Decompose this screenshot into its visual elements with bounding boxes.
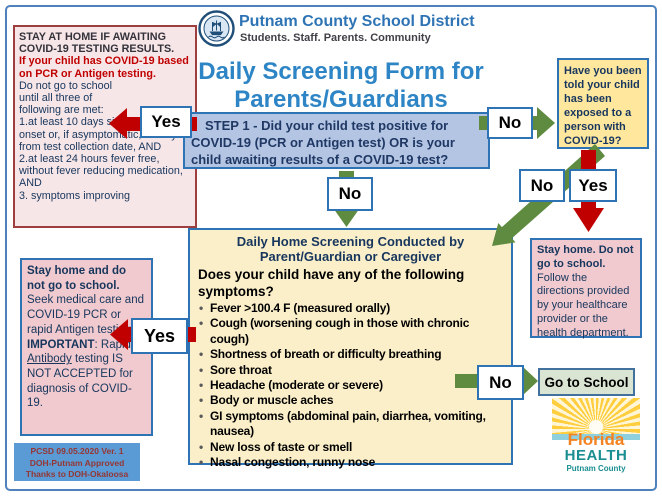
follow-body: Follow the directions provided by your h… (537, 271, 630, 339)
seek-antibody-underlined: Antibody (27, 353, 72, 366)
label-no-step1-down: No (327, 177, 373, 211)
seek-important-label: IMPORTANT (27, 338, 95, 351)
label-yes-exposure: Yes (569, 169, 617, 202)
version-box: PCSD 09.05.2020 Ver. 1 DOH-Putnam Approv… (14, 443, 140, 481)
seek-body: Seek medical care and COVID-19 PCR or ra… (27, 294, 144, 336)
stay-home-follow-directions-box: Stay home. Do not go to school. Follow t… (530, 238, 642, 339)
awaiting-criterion-2: 2.at least 24 hours fever free, without … (19, 153, 183, 190)
label-no-exposure: No (519, 169, 565, 202)
seek-important-pre: : Rapid (94, 338, 131, 351)
awaiting-criterion-3: 3. symptoms improving (19, 189, 131, 202)
florida-logo-county: Putnam County (566, 464, 626, 473)
version-line2: DOH-Putnam Approved (29, 457, 125, 468)
district-name: Putnam County School District (239, 13, 475, 30)
seek-important-post: testing IS NOT ACCEPTED for diagnosis of… (27, 353, 133, 410)
version-line3: Thanks to DOH-Okaloosa (25, 469, 129, 479)
symptom-item: Cough (worsening cough in those with chr… (198, 316, 503, 347)
version-line1: PCSD 09.05.2020 Ver. 1 (30, 446, 124, 456)
follow-heading: Stay home. Do not go to school. (537, 244, 634, 270)
awaiting-heading: STAY AT HOME IF AWAITING COVID-19 TESTIN… (19, 31, 175, 56)
symptom-item: Shortness of breath or difficulty breath… (198, 347, 503, 363)
page-title-line1: Daily Screening Form for (198, 58, 484, 85)
awaiting-subheading: If your child has COVID-19 based on PCR … (19, 55, 189, 80)
symptom-item: Body or muscle aches (198, 393, 503, 409)
exposure-question-box: Have you been told your child has been e… (557, 58, 649, 149)
symptom-item: Sore throat (198, 363, 503, 379)
go-to-school-label: Go to School (544, 374, 629, 390)
go-to-school-box: Go to School (538, 368, 635, 396)
district-seal-icon (198, 10, 235, 47)
seek-heading: Stay home and do not go to school. (27, 265, 127, 292)
daily-screening-box: Daily Home Screening Conducted by Parent… (188, 228, 513, 471)
step1-question-text: STEP 1 - Did your child test positive fo… (191, 118, 455, 167)
awaiting-intro: Do not go to school until all three of f… (19, 79, 113, 117)
label-yes-screening: Yes (131, 318, 188, 354)
symptom-item: GI symptoms (abdominal pain, diarrhea, v… (198, 409, 503, 440)
symptom-item: Nasal congestion, runny nose (198, 455, 503, 471)
page-border (5, 5, 657, 491)
page-title: Daily Screening Form for Parents/Guardia… (182, 58, 500, 114)
step1-question-box: STEP 1 - Did your child test positive fo… (183, 112, 490, 169)
label-yes-step1: Yes (140, 106, 192, 138)
florida-logo-health: HEALTH (564, 447, 628, 464)
symptom-item: New loss of taste or smell (198, 440, 503, 456)
exposure-question-text: Have you been told your child has been e… (564, 65, 642, 147)
florida-logo-name: Florida (567, 430, 625, 449)
symptom-item: Fever >100.4 F (measured orally) (198, 301, 503, 317)
screening-question: Does your child have any of the followin… (198, 267, 465, 299)
label-no-step1-right: No (487, 107, 533, 139)
screening-title-line1: Daily Home Screening Conducted by (236, 234, 465, 249)
sun-icon (589, 420, 603, 434)
page-title-line2: Parents/Guardians (234, 86, 448, 113)
symptom-list: Fever >100.4 F (measured orally) Cough (… (198, 301, 503, 471)
district-tagline: Students. Staff. Parents. Community (240, 32, 431, 44)
screening-title-line2: Parent/Guardian or Caregiver (259, 249, 442, 264)
symptom-item: Headache (moderate or severe) (198, 378, 503, 394)
horizon-stripe (552, 434, 640, 440)
label-no-screening: No (477, 365, 524, 400)
florida-health-logo: Florida HEALTH Putnam County (552, 398, 640, 478)
